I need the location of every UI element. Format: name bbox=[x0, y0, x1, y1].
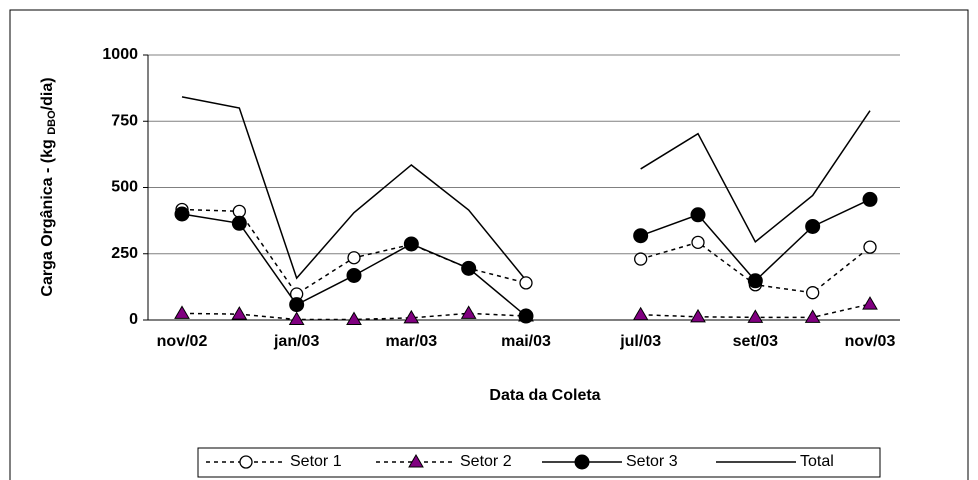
y-tick-label: 1000 bbox=[102, 46, 138, 63]
legend-label: Setor 2 bbox=[460, 453, 512, 470]
marker bbox=[633, 228, 649, 244]
legend-marker bbox=[239, 455, 253, 469]
marker bbox=[690, 207, 706, 223]
marker bbox=[347, 251, 361, 265]
marker bbox=[691, 235, 705, 250]
y-tick-label: 250 bbox=[111, 245, 138, 262]
x-axis-label: Data da Coleta bbox=[489, 387, 600, 404]
marker bbox=[231, 306, 248, 320]
marker bbox=[806, 286, 820, 300]
legend-marker bbox=[408, 454, 424, 468]
marker bbox=[632, 306, 649, 321]
marker bbox=[634, 252, 648, 266]
series-line bbox=[181, 198, 871, 317]
y-tick-label: 0 bbox=[129, 311, 138, 328]
marker bbox=[460, 305, 477, 319]
legend-label: Setor 1 bbox=[290, 453, 342, 470]
series-line bbox=[181, 96, 871, 281]
marker bbox=[403, 236, 419, 252]
marker bbox=[519, 276, 533, 290]
marker bbox=[862, 296, 878, 310]
marker bbox=[231, 215, 247, 231]
y-label-main: Carga Orgânica - (kg bbox=[39, 135, 56, 297]
marker bbox=[747, 309, 764, 323]
y-label-end: /dia) bbox=[39, 77, 56, 110]
legend-marker bbox=[574, 454, 590, 470]
x-tick-label: nov/02 bbox=[157, 333, 208, 350]
marker bbox=[747, 273, 763, 289]
marker bbox=[174, 305, 190, 319]
marker bbox=[403, 309, 420, 324]
marker bbox=[174, 206, 190, 222]
x-tick-label: set/03 bbox=[733, 333, 778, 350]
marker bbox=[346, 311, 362, 325]
marker bbox=[461, 260, 477, 276]
marker bbox=[232, 204, 246, 219]
legend-label: Total bbox=[800, 453, 834, 470]
marker bbox=[346, 267, 362, 283]
marker bbox=[862, 191, 878, 207]
marker bbox=[804, 309, 821, 323]
x-tick-label: jul/03 bbox=[619, 333, 661, 350]
marker bbox=[863, 240, 877, 254]
marker bbox=[288, 311, 305, 325]
marker bbox=[805, 218, 821, 234]
y-axis-label: Carga Orgânica - (kg DBO/dia) bbox=[39, 77, 58, 296]
x-tick-label: nov/03 bbox=[845, 333, 896, 350]
y-label-sub: DBO bbox=[46, 110, 58, 135]
legend-label: Setor 3 bbox=[626, 453, 678, 470]
x-tick-label: mar/03 bbox=[386, 333, 438, 350]
x-tick-label: mai/03 bbox=[501, 333, 551, 350]
marker bbox=[518, 308, 534, 324]
marker bbox=[690, 308, 706, 323]
x-tick-label: jan/03 bbox=[273, 333, 319, 350]
y-tick-label: 500 bbox=[111, 179, 138, 196]
marker bbox=[289, 297, 305, 313]
y-tick-label: 750 bbox=[111, 112, 138, 129]
chart-border bbox=[9, 9, 969, 480]
